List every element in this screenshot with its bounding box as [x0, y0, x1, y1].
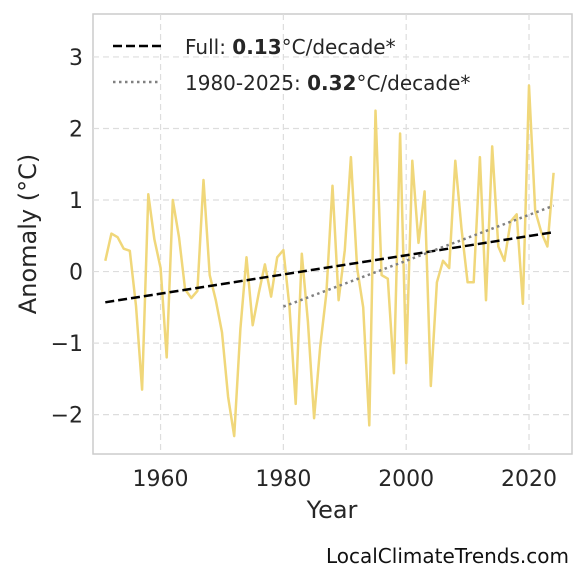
legend-recent-suffix: °C/decade* — [356, 71, 470, 95]
y-tick-label: 0 — [69, 261, 83, 286]
x-tick-label: 1980 — [255, 467, 311, 492]
legend-full-suffix: °C/decade* — [282, 35, 396, 59]
tick-labels: 3 2 1 0 −1 −2 1960 1980 2000 2020 — [51, 46, 557, 492]
x-axis-title: Year — [306, 496, 358, 524]
y-axis-title: Anomaly (°C) — [14, 154, 42, 314]
y-tick-label: 2 — [69, 117, 83, 142]
y-tick-label: 3 — [69, 46, 83, 71]
legend-label-recent: 1980-2025: 0.32°C/decade* — [185, 71, 470, 95]
legend-label-full: Full: 0.13°C/decade* — [185, 35, 396, 59]
x-tick-label: 2020 — [501, 467, 557, 492]
y-tick-label: 1 — [69, 189, 83, 214]
trend-line-full — [105, 230, 554, 304]
x-tick-label: 2000 — [378, 467, 434, 492]
y-tick-label: −2 — [51, 404, 83, 429]
plot-background — [92, 13, 573, 455]
legend-recent-prefix: 1980-2025: — [185, 71, 307, 95]
trend-line-recent — [282, 204, 555, 308]
y-tick-label: −1 — [51, 332, 83, 357]
anomaly-series-line — [104, 84, 555, 438]
series-group — [104, 84, 555, 438]
legend-full-value: 0.13 — [232, 35, 281, 59]
legend: Full: 0.13°C/decade* 1980-2025: 0.32°C/d… — [113, 35, 470, 95]
site-credit: LocalClimateTrends.com — [325, 544, 569, 568]
x-tick-label: 1960 — [133, 467, 189, 492]
legend-full-prefix: Full: — [185, 35, 232, 59]
legend-recent-value: 0.32 — [307, 71, 356, 95]
